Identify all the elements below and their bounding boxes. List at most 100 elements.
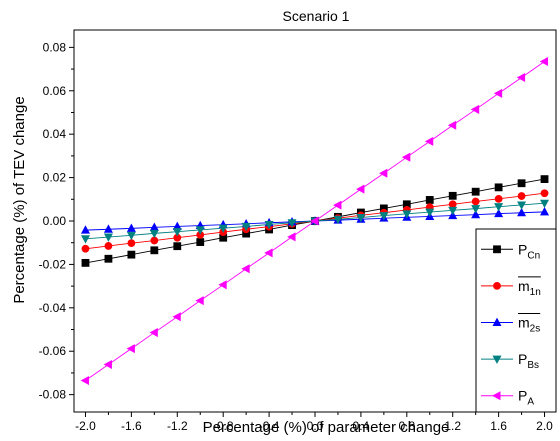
series-m-2s — [80, 207, 550, 234]
data-point — [81, 258, 90, 267]
data-point — [448, 191, 457, 200]
data-point — [149, 328, 158, 338]
data-point — [195, 296, 204, 306]
data-point — [80, 225, 90, 234]
data-point — [287, 219, 297, 228]
data-point — [287, 232, 296, 242]
data-point — [333, 215, 343, 225]
data-point — [471, 187, 480, 196]
series-p-a — [80, 56, 549, 386]
x-axis-title: Percentage (%) of parameter change — [203, 419, 450, 436]
legend-item: m1n — [481, 276, 541, 298]
x-tick-label: -0.4 — [259, 419, 280, 433]
x-tick-label: 2.0 — [536, 419, 553, 433]
legend: PCn m1n m2s PBs PA — [475, 228, 557, 413]
data-point — [539, 56, 549, 66]
data-point — [448, 200, 457, 209]
data-point — [402, 210, 412, 219]
data-point — [379, 212, 389, 221]
data-point — [81, 244, 90, 253]
data-point — [173, 242, 182, 251]
data-point — [103, 233, 113, 242]
data-point — [264, 248, 273, 258]
legend-item: PBs — [481, 351, 539, 371]
data-point — [540, 207, 550, 216]
data-point — [470, 104, 480, 114]
data-point — [149, 229, 159, 239]
data-point — [196, 238, 205, 246]
legend-marker — [493, 245, 501, 254]
y-axis: -0.08 -0.06 -0.04 -0.02 0.00 0.02 0.04 0.06 0.08 — [39, 40, 74, 402]
data-point — [218, 224, 228, 233]
data-point — [425, 196, 434, 204]
y-tick-label: -0.04 — [39, 301, 67, 315]
data-point — [494, 203, 504, 212]
legend-item: PCn — [481, 241, 540, 261]
x-tick-label: 1.2 — [444, 419, 461, 433]
data-point — [517, 207, 527, 217]
legend-label: m1n — [518, 278, 541, 298]
data-point — [104, 254, 113, 263]
y-tick-label: -0.02 — [39, 257, 67, 271]
data-point — [494, 183, 503, 192]
x-tick-label: 0.8 — [398, 419, 415, 433]
data-point — [127, 239, 136, 248]
legend-label: PCn — [518, 241, 540, 261]
data-point — [218, 280, 227, 290]
y-tick-label: -0.06 — [39, 344, 67, 358]
x-tick-label: -2.0 — [75, 419, 96, 433]
data-point — [494, 208, 504, 218]
data-point — [264, 220, 274, 230]
plot-series — [80, 56, 550, 386]
data-point — [126, 231, 136, 241]
data-point — [172, 312, 181, 322]
data-point — [494, 194, 503, 203]
x-tick-label: 0.4 — [353, 419, 370, 433]
y-tick-label: 0.02 — [43, 171, 67, 185]
x-axis: -2.0 -1.6 -1.2 -0.8 -0.4 0.0 0.4 0.8 1.2 1.6 2.0 — [75, 412, 553, 433]
data-point — [401, 152, 411, 162]
data-point — [471, 197, 480, 206]
data-point — [447, 120, 457, 130]
legend-item: PA — [481, 388, 534, 408]
data-point — [517, 179, 526, 188]
y-tick-label: 0.00 — [43, 214, 67, 228]
data-point — [333, 200, 342, 210]
data-point — [80, 376, 89, 386]
y-tick-label: 0.06 — [43, 84, 67, 98]
data-point — [127, 250, 136, 259]
data-point — [517, 192, 526, 200]
legend-marker — [492, 317, 502, 327]
y-tick-label: 0.04 — [43, 127, 67, 141]
data-point — [379, 168, 388, 178]
chart-title: Scenario 1 — [283, 8, 350, 24]
legend-box — [475, 228, 557, 413]
data-point — [172, 228, 182, 237]
data-point — [448, 206, 458, 216]
x-tick-label: 1.6 — [490, 419, 507, 433]
data-point — [516, 73, 526, 83]
data-point — [126, 344, 135, 354]
legend-marker — [493, 281, 501, 290]
data-point — [493, 88, 503, 98]
data-point — [356, 184, 365, 194]
data-point — [540, 199, 550, 209]
data-point — [540, 189, 549, 198]
y-axis-title: Percentage (%) of TEV change — [11, 96, 28, 303]
legend-label: PA — [518, 388, 534, 408]
legend-item: m2s — [481, 313, 541, 335]
data-point — [80, 235, 90, 244]
data-point — [195, 226, 205, 235]
x-tick-label: 0.0 — [307, 419, 324, 433]
data-point — [241, 264, 250, 274]
data-point — [150, 246, 159, 255]
data-point — [425, 208, 435, 217]
x-tick-label: -0.8 — [213, 419, 234, 433]
legend-marker — [492, 355, 502, 364]
data-point — [424, 136, 434, 146]
data-point — [310, 216, 319, 226]
data-point — [356, 214, 366, 223]
legend-marker — [492, 391, 501, 401]
data-point — [241, 222, 251, 232]
